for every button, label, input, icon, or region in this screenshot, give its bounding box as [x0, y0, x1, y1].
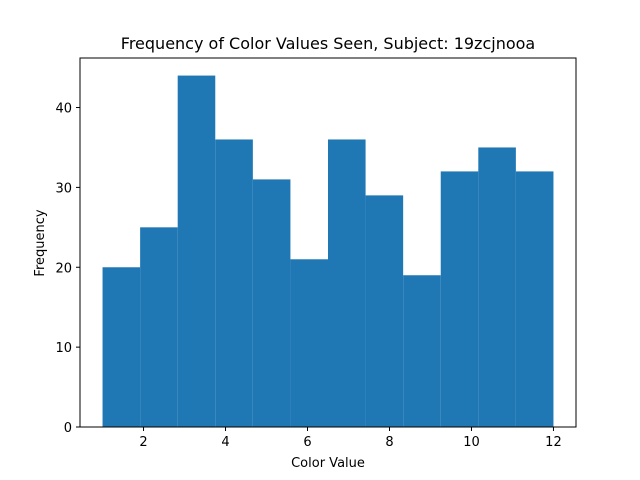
x-tick-label: 2 [139, 435, 147, 450]
histogram-bar [215, 139, 253, 427]
histogram-bar [365, 195, 404, 427]
x-tick-label: 12 [545, 435, 562, 450]
y-tick-label: 40 [55, 102, 72, 117]
histogram-bar [252, 179, 291, 427]
histogram-bar [102, 267, 141, 427]
chart-title: Frequency of Color Values Seen, Subject:… [121, 34, 535, 53]
y-tick-label: 30 [55, 181, 72, 196]
histogram-bar [403, 275, 441, 427]
histogram-bar [290, 259, 328, 427]
histogram-bar [177, 75, 216, 428]
plot-frame [79, 57, 577, 428]
y-axis-label: Frequency [33, 209, 48, 276]
histogram-bar [328, 139, 366, 427]
histogram-bar [140, 227, 178, 427]
x-axis-label: Color Value [291, 456, 365, 471]
x-tick-label: 6 [303, 435, 311, 450]
x-tick-label: 10 [463, 435, 480, 450]
x-axis-ticks: 2 4 6 8 10 12 [139, 427, 562, 450]
bars-group [102, 75, 554, 428]
histogram-bar [440, 171, 479, 427]
x-tick-label: 8 [385, 435, 393, 450]
y-tick-label: 0 [64, 421, 72, 436]
y-axis-ticks: 0 10 20 30 40 [55, 102, 80, 436]
y-tick-label: 10 [55, 341, 72, 356]
y-tick-label: 20 [55, 261, 72, 276]
histogram-bar [478, 147, 516, 428]
histogram-bar [515, 171, 554, 427]
x-tick-label: 4 [221, 435, 229, 450]
